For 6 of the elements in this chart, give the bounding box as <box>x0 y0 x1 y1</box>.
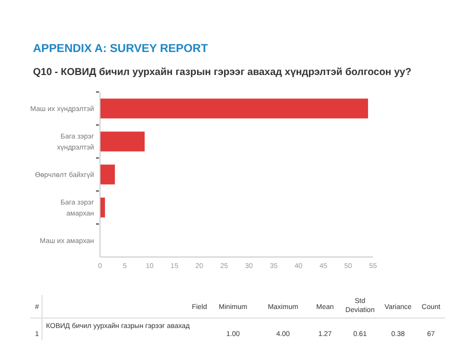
bar <box>100 164 115 184</box>
chart-title: APPENDIX A: SURVEY REPORT <box>33 43 208 55</box>
bar <box>100 98 368 118</box>
chart-subtitle: Q10 - КОВИД бичил уурхайн газрын гэрээг авахад хүндрэлтэй болгосон уу? <box>33 67 412 78</box>
bar <box>100 198 105 218</box>
bar <box>100 132 145 152</box>
